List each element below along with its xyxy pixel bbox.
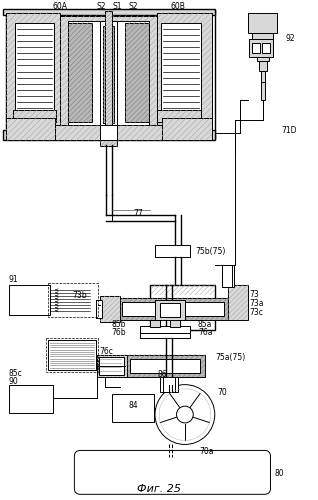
Bar [162, 118, 212, 141]
Bar [261, 42, 270, 52]
Bar [161, 22, 201, 112]
Bar [170, 320, 180, 327]
Text: 76a: 76a [198, 328, 212, 338]
Bar [112, 394, 154, 421]
Text: 76c: 76c [99, 347, 113, 356]
Text: 60B: 60B [170, 2, 185, 11]
Bar [100, 130, 117, 146]
Text: S2: S2 [96, 2, 106, 11]
Bar [60, 16, 157, 134]
Text: 85c: 85c [9, 369, 22, 378]
Bar [68, 20, 149, 126]
Bar [257, 50, 268, 60]
Bar [157, 12, 212, 130]
Text: 75a(75): 75a(75) [216, 353, 246, 362]
Bar [122, 302, 224, 316]
Bar [160, 376, 178, 392]
Bar [140, 333, 190, 338]
Bar [9, 285, 51, 315]
Bar [100, 20, 117, 128]
Bar [249, 38, 273, 56]
Bar [140, 326, 190, 333]
Text: 70: 70 [218, 388, 227, 397]
Bar [260, 82, 265, 100]
Bar [6, 118, 55, 141]
Text: 71D: 71D [281, 126, 297, 135]
Bar [157, 110, 201, 122]
Text: 85a: 85a [198, 320, 212, 330]
Text: S1: S1 [113, 2, 122, 11]
FancyBboxPatch shape [74, 450, 271, 494]
Text: 90: 90 [9, 377, 18, 386]
Bar [248, 12, 278, 32]
Bar [130, 358, 200, 372]
Text: 92: 92 [286, 34, 295, 43]
Text: 80: 80 [274, 469, 284, 478]
Bar [48, 340, 96, 370]
Bar [6, 12, 60, 130]
Bar [260, 70, 265, 86]
Bar [150, 320, 160, 327]
Bar [252, 32, 273, 40]
Bar [222, 265, 234, 287]
Bar [97, 354, 127, 376]
Text: 70a: 70a [200, 447, 214, 456]
Bar [103, 26, 114, 124]
Bar [46, 338, 98, 372]
Text: 73b: 73b [73, 292, 87, 300]
Text: 73: 73 [250, 290, 259, 300]
Bar [100, 296, 120, 322]
Text: 84: 84 [128, 401, 138, 410]
Bar [252, 42, 259, 52]
Bar [125, 354, 205, 376]
Bar [100, 126, 117, 140]
Bar [125, 22, 149, 122]
Bar [155, 245, 190, 257]
Bar [228, 285, 248, 320]
Text: 91: 91 [9, 276, 18, 284]
Text: 75b(75): 75b(75) [195, 248, 225, 256]
Bar [13, 110, 57, 122]
Bar [15, 22, 54, 112]
Bar [150, 285, 215, 330]
Bar [48, 283, 98, 317]
Text: Фиг. 25: Фиг. 25 [137, 484, 181, 494]
Text: 76b: 76b [112, 328, 126, 338]
Text: 85b: 85b [112, 320, 126, 330]
Bar [255, 40, 271, 50]
Bar [160, 303, 180, 317]
Bar [3, 8, 215, 14]
Bar [99, 356, 124, 374]
Text: 73c: 73c [250, 308, 264, 318]
Bar [68, 22, 92, 122]
Text: 77: 77 [133, 208, 143, 218]
Bar [55, 126, 163, 140]
Text: S2: S2 [128, 2, 138, 11]
Bar [155, 300, 185, 320]
Bar [259, 60, 266, 70]
Bar [9, 384, 53, 412]
Bar [105, 10, 112, 140]
Text: 86: 86 [157, 370, 167, 379]
Bar [96, 300, 102, 318]
Text: 60A: 60A [53, 2, 68, 11]
Bar [3, 130, 215, 140]
Text: 73a: 73a [250, 300, 264, 308]
Bar [118, 298, 228, 320]
